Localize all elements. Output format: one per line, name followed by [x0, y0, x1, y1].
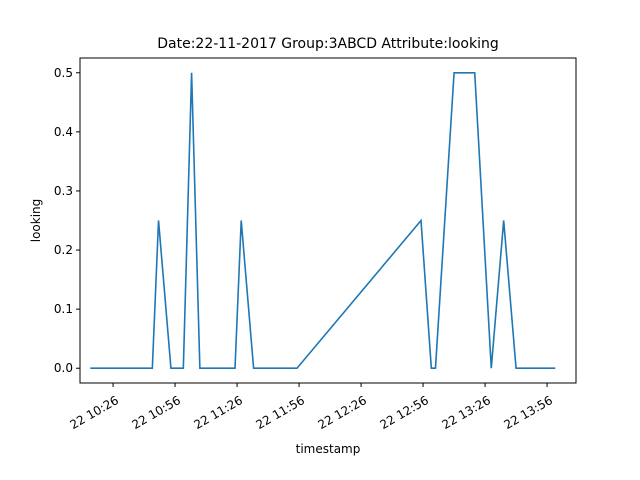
- x-tick-label: 22 12:56: [377, 393, 430, 432]
- y-tick-label: 0.3: [54, 184, 73, 198]
- x-tick-label: 22 13:26: [439, 393, 492, 432]
- plot-area: 22 10:26 22 10:56 22 11:26 22 11:56 22 12:26…: [54, 57, 577, 432]
- x-axis-label: timestamp: [296, 442, 361, 456]
- y-axis: 0.0 0.1 0.2 0.3 0.4 0.5: [54, 66, 80, 375]
- x-tick-label: 22 11:26: [191, 393, 244, 432]
- series-line: [90, 71, 556, 370]
- y-tick-label: 0.4: [54, 125, 73, 139]
- x-tick-label: 22 11:56: [253, 393, 306, 432]
- y-axis-label: looking: [29, 199, 43, 243]
- x-tick-label: 22 10:56: [129, 393, 182, 432]
- y-tick-label: 0.1: [54, 302, 73, 316]
- y-tick-label: 0.0: [54, 361, 73, 375]
- chart-title: Date:22-11-2017 Group:3ABCD Attribute:lo…: [157, 36, 499, 52]
- x-axis: 22 10:26 22 10:56 22 11:26 22 11:56 22 12:26…: [67, 383, 555, 432]
- y-tick-label: 0.5: [54, 66, 73, 80]
- y-tick-label: 0.2: [54, 243, 73, 257]
- x-tick-label: 22 10:26: [67, 393, 120, 432]
- x-tick-label: 22 13:56: [501, 393, 554, 432]
- x-tick-label: 22 12:26: [315, 393, 368, 432]
- series-layer: [90, 71, 556, 370]
- axes-frame: [79, 57, 577, 384]
